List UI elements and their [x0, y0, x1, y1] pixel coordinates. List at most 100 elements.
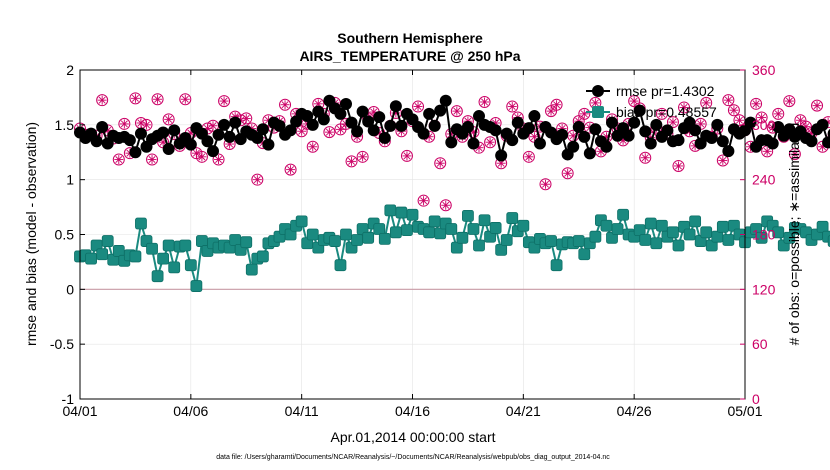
obs-count-marker: [750, 97, 763, 110]
rmse-point: [689, 124, 702, 137]
obs-assimilated-star-stroke: [198, 153, 206, 161]
obs-count-marker: [412, 100, 425, 113]
obs-possible-circle: [251, 173, 264, 186]
obs-possible-circle: [323, 126, 336, 139]
obs-assimilated-star-stroke: [436, 159, 444, 167]
obs-assimilated-star-stroke: [525, 153, 533, 161]
obs-possible-circle: [478, 95, 491, 108]
rmse-point: [317, 113, 330, 126]
obs-count-marker: [639, 151, 652, 164]
rmse-point: [378, 131, 391, 144]
rmse-point: [123, 134, 136, 147]
rmse-point: [218, 118, 231, 131]
obs-count-marker: [733, 114, 746, 127]
obs-assimilated-star-stroke: [98, 96, 106, 104]
rmse-point: [600, 140, 613, 153]
obs-assimilated-star-stroke: [530, 133, 538, 141]
legend-rmse-label: rmse pr=1.4302: [616, 83, 715, 99]
x-axis-ticks: 04/01 04/06 04/11 04/16 04/21 04/26 05/01: [62, 70, 763, 419]
obs-assimilated-star-stroke: [475, 144, 483, 152]
obs-assimilated-star-stroke: [796, 116, 804, 124]
obs-assimilated-star-stroke: [674, 162, 683, 170]
rmse-point: [644, 137, 657, 150]
obs-possible-circle: [578, 107, 591, 120]
obs-assimilated-star-stroke: [785, 97, 793, 105]
obs-possible-circle: [439, 199, 452, 212]
obs-count-marker: [306, 140, 319, 153]
obs-assimilated-star-stroke: [420, 197, 428, 205]
y-tick-label: -1: [62, 391, 75, 407]
rmse-point: [722, 145, 735, 158]
rmse-point: [229, 116, 242, 129]
obs-assimilated-star-stroke: [752, 100, 760, 108]
bias-point: [700, 226, 713, 239]
obs-possible-circle: [672, 159, 685, 172]
obs-assimilated-star-stroke: [181, 95, 189, 103]
obs-assimilated-star-stroke: [298, 127, 306, 135]
rmse-point: [439, 94, 452, 107]
obs-count-marker: [434, 157, 447, 170]
legend-bias-marker: [592, 106, 604, 118]
bias-point: [611, 223, 624, 235]
obs-assimilated-star-stroke: [481, 98, 489, 106]
bias-point: [168, 261, 181, 274]
obs-assimilated-star-stroke: [508, 103, 516, 111]
obs-count-marker: [666, 116, 679, 129]
rmse-point: [716, 135, 729, 148]
x-tick-label: 04/06: [173, 403, 208, 419]
bias-point: [190, 280, 203, 292]
x-tick-label: 04/01: [62, 403, 97, 419]
obs-count-marker: [783, 95, 796, 108]
obs-possible-circle: [151, 93, 164, 106]
obs-assimilated-star-stroke: [425, 133, 433, 141]
y-axis-left-ticks: -1 -0.5 0 0.5 1 1.5 2: [50, 62, 85, 407]
bias-point: [467, 223, 480, 235]
bias-point: [245, 263, 258, 276]
x-axis-label: Apr.01,2014 00:00:00 start: [330, 429, 495, 445]
obs-assimilated-star-stroke: [142, 121, 151, 129]
rmse-point: [567, 140, 580, 153]
bias-point: [617, 208, 629, 221]
rmse-point: [805, 135, 818, 148]
obs-count-marker: [240, 112, 253, 125]
obs-possible-circle: [639, 151, 652, 164]
y-tick-label: 2: [66, 62, 74, 78]
rmse-point: [533, 137, 546, 150]
rmse-point: [340, 97, 352, 110]
obs-assimilated-star-stroke: [220, 97, 228, 105]
x-tick-label: 05/01: [727, 403, 762, 419]
rmse-point: [134, 127, 147, 140]
obs-assimilated-star-stroke: [669, 118, 677, 126]
bias-point: [306, 228, 319, 241]
obs-possible-circle: [788, 148, 801, 161]
obs-assimilated-star-stroke: [763, 147, 771, 155]
obs-assimilated-star-stroke: [215, 156, 223, 164]
rmse-point: [827, 128, 830, 139]
bias-point: [500, 234, 513, 246]
rmse-point: [556, 128, 569, 141]
obs-count-marker: [478, 95, 491, 108]
obs-assimilated-star-stroke: [348, 157, 356, 165]
bias-point: [373, 223, 386, 235]
obs-possible-circle: [750, 97, 763, 110]
obs-possible-circle: [772, 107, 785, 120]
rmse-point: [356, 105, 369, 118]
obs-count-marker: [484, 136, 497, 149]
rmse-point: [434, 104, 447, 117]
bias-point: [655, 219, 668, 232]
rmse-point: [129, 146, 142, 159]
bias-point: [644, 217, 657, 230]
obs-count-marker: [356, 150, 369, 163]
obs-assimilated-star-stroke: [359, 153, 367, 161]
obs-count-marker: [251, 173, 264, 186]
rmse-point: [578, 130, 591, 143]
obs-assimilated-star-stroke: [403, 152, 411, 160]
obs-assimilated-star-stroke: [680, 103, 688, 111]
rmse-point: [766, 137, 779, 150]
chart-title-line1: Southern Hemisphere: [337, 30, 483, 46]
bias-point: [755, 231, 768, 244]
obs-assimilated-star-stroke: [442, 201, 450, 209]
obs-count-marker: [345, 155, 358, 168]
rmse-point: [256, 123, 269, 136]
rmse-point: [622, 129, 635, 142]
